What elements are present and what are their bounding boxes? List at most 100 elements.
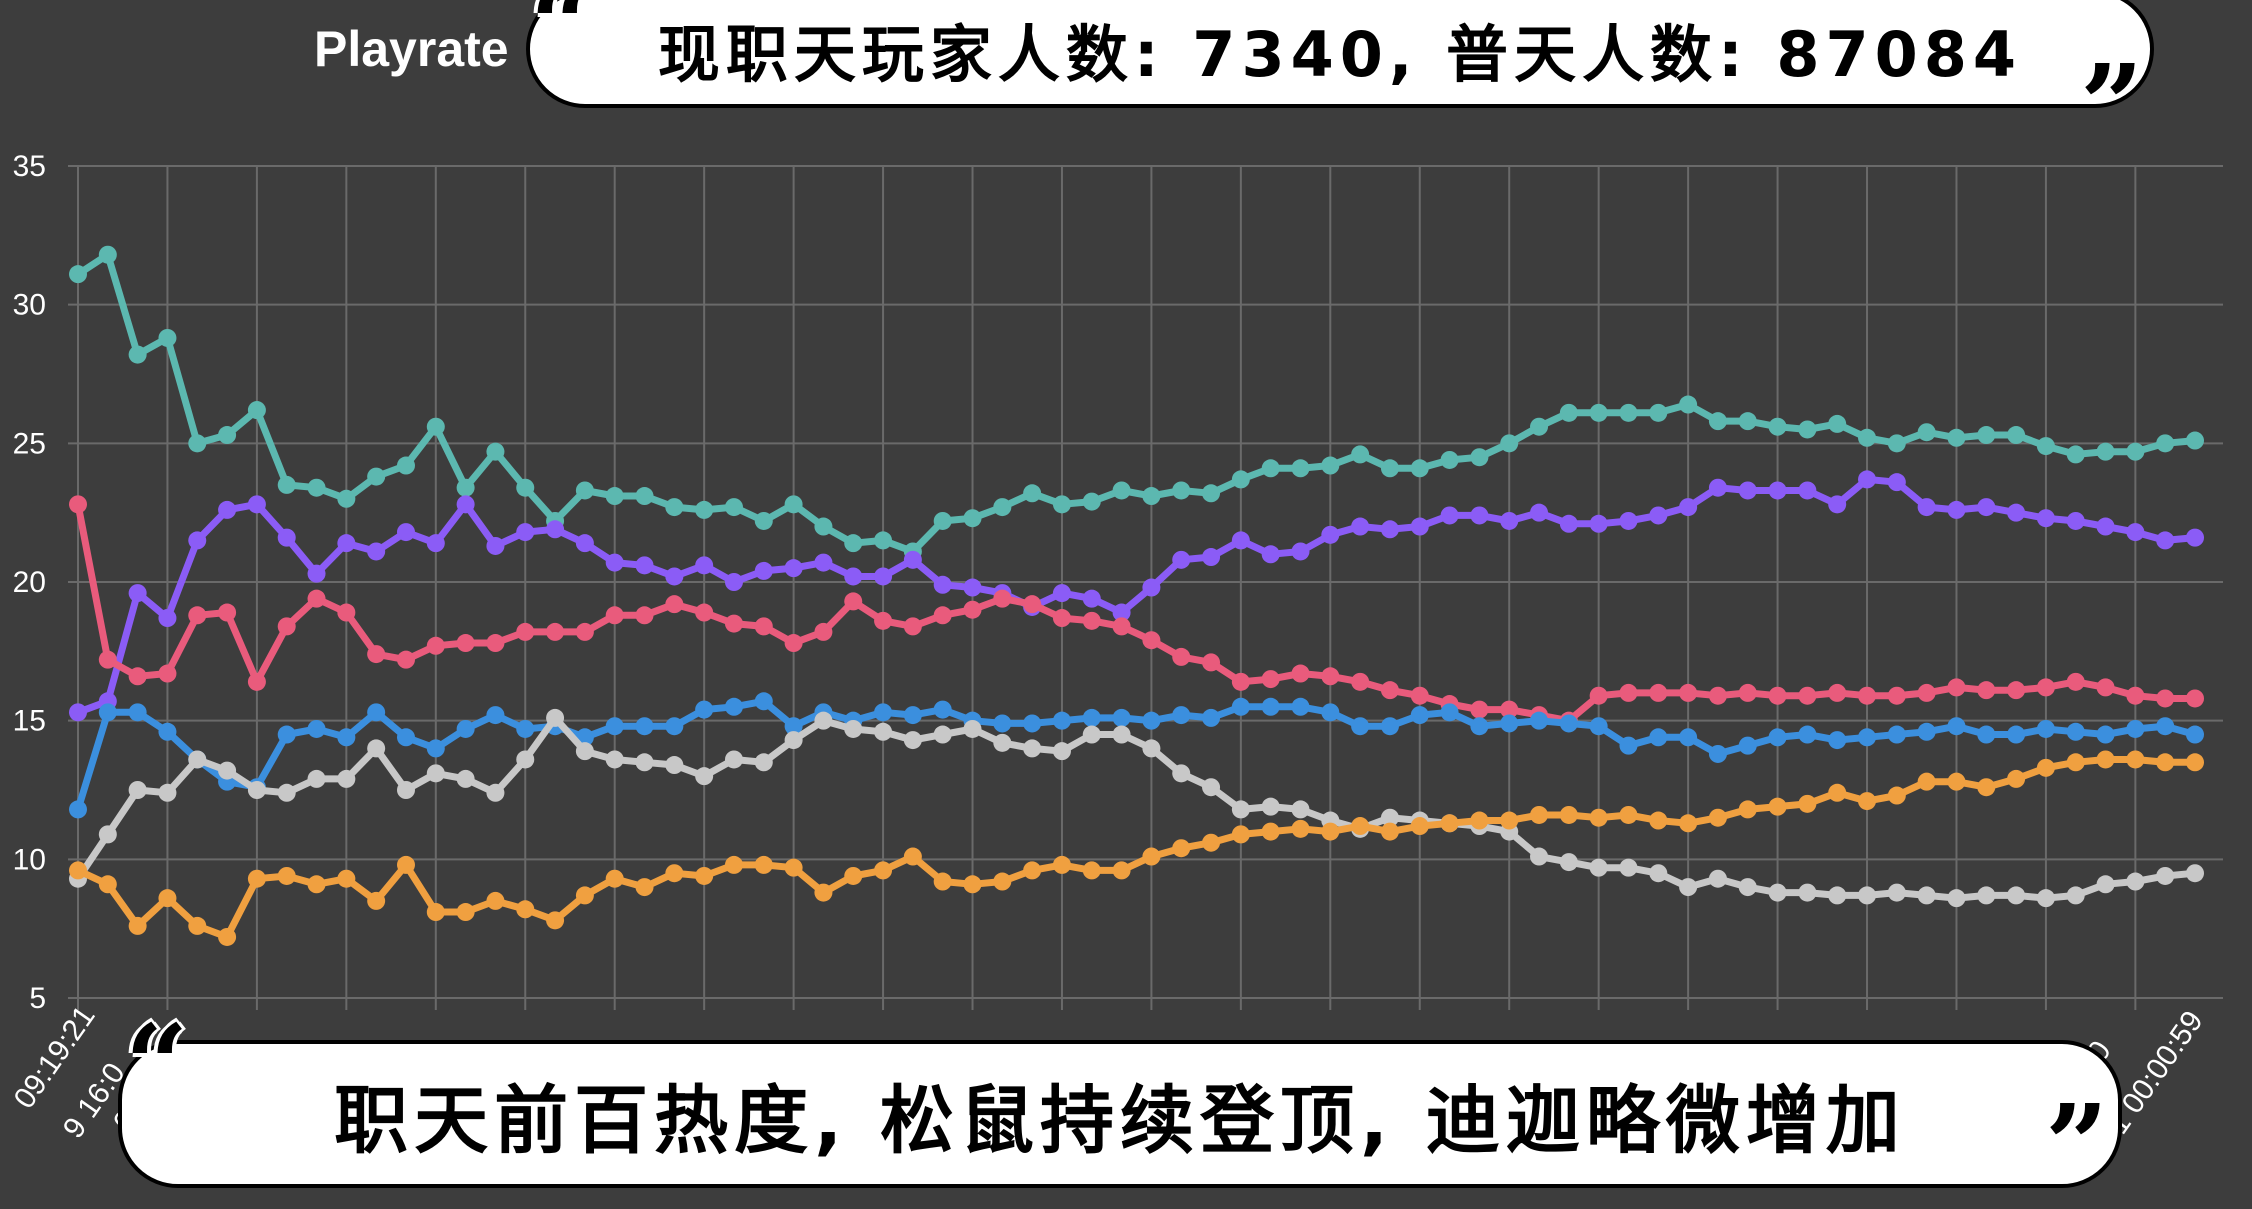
data-point (1828, 414, 1847, 433)
data-point (695, 700, 714, 719)
data-point (635, 487, 654, 506)
data-point (2096, 442, 2115, 461)
data-point (933, 606, 952, 625)
data-point (128, 916, 147, 935)
data-point (724, 573, 743, 591)
data-point (1202, 548, 1221, 567)
data-point (2096, 517, 2115, 536)
data-point (1172, 764, 1191, 783)
data-point (1142, 739, 1161, 758)
data-point (1738, 481, 1757, 500)
data-point (247, 672, 266, 691)
data-point (2007, 503, 2026, 522)
data-point (337, 489, 356, 508)
data-point (367, 542, 386, 561)
data-point (2126, 686, 2145, 705)
data-point (2096, 875, 2115, 894)
data-point (784, 717, 803, 736)
data-point (754, 753, 773, 772)
data-point (665, 864, 684, 883)
series-2 (69, 495, 2204, 730)
data-point (218, 927, 237, 946)
data-point (1351, 717, 1370, 736)
data-point (1917, 722, 1936, 741)
data-point (1470, 700, 1489, 719)
data-point (993, 498, 1012, 517)
data-point (2036, 437, 2055, 456)
data-point (1798, 883, 1817, 902)
data-point (1828, 683, 1847, 702)
data-point (426, 764, 445, 783)
data-point (337, 869, 356, 888)
data-point (456, 719, 475, 738)
data-point (1768, 686, 1787, 705)
data-point (1619, 511, 1638, 530)
data-point (874, 703, 893, 722)
data-point (1887, 786, 1906, 805)
data-point (98, 650, 117, 669)
data-point (933, 725, 952, 744)
data-point (1142, 847, 1161, 866)
data-point (1112, 603, 1131, 622)
data-point (1947, 772, 1966, 791)
data-point (754, 692, 773, 711)
data-point (963, 875, 982, 894)
data-point (337, 603, 356, 622)
data-point (2096, 750, 2115, 769)
data-point (1202, 778, 1221, 797)
data-point (1708, 869, 1727, 888)
data-point (874, 611, 893, 630)
data-point (2156, 866, 2175, 885)
series-line (74, 756, 2199, 941)
data-point (456, 478, 475, 497)
data-point (426, 903, 445, 922)
data-point (1202, 484, 1221, 503)
data-point (1380, 808, 1399, 827)
data-point (1649, 403, 1668, 422)
data-point (1977, 498, 1996, 517)
data-point (1351, 672, 1370, 691)
data-point (1291, 819, 1310, 838)
data-point (1977, 426, 1996, 445)
data-point (1321, 456, 1340, 475)
data-point (1321, 822, 1340, 841)
data-point (844, 567, 863, 586)
data-point (1947, 717, 1966, 736)
data-point (1023, 714, 1042, 733)
data-point (1589, 808, 1608, 827)
data-point (1291, 697, 1310, 716)
data-point (367, 645, 386, 664)
data-point (128, 345, 147, 364)
data-point (158, 722, 177, 741)
data-point (1082, 708, 1101, 727)
data-point (69, 861, 87, 880)
data-point (158, 783, 177, 802)
data-point (665, 595, 684, 614)
data-point (993, 589, 1012, 608)
data-point (1231, 470, 1250, 489)
data-point (874, 861, 893, 880)
data-point (1917, 423, 1936, 442)
data-point (814, 553, 833, 572)
data-point (575, 886, 594, 905)
data-point (277, 475, 296, 494)
data-point (1858, 686, 1877, 705)
data-point (128, 584, 147, 603)
data-point (695, 500, 714, 519)
data-point (874, 722, 893, 741)
data-point (1738, 683, 1757, 702)
data-point (1649, 864, 1668, 883)
data-point (2036, 758, 2055, 777)
data-point (1917, 498, 1936, 517)
data-point (2096, 678, 2115, 697)
data-point (426, 636, 445, 655)
data-point (695, 556, 714, 575)
data-point (1977, 886, 1996, 905)
data-point (1112, 725, 1131, 744)
data-point (1142, 578, 1161, 597)
data-point (605, 717, 624, 736)
data-point (903, 731, 922, 750)
data-point (754, 617, 773, 636)
series-4 (69, 708, 2204, 908)
